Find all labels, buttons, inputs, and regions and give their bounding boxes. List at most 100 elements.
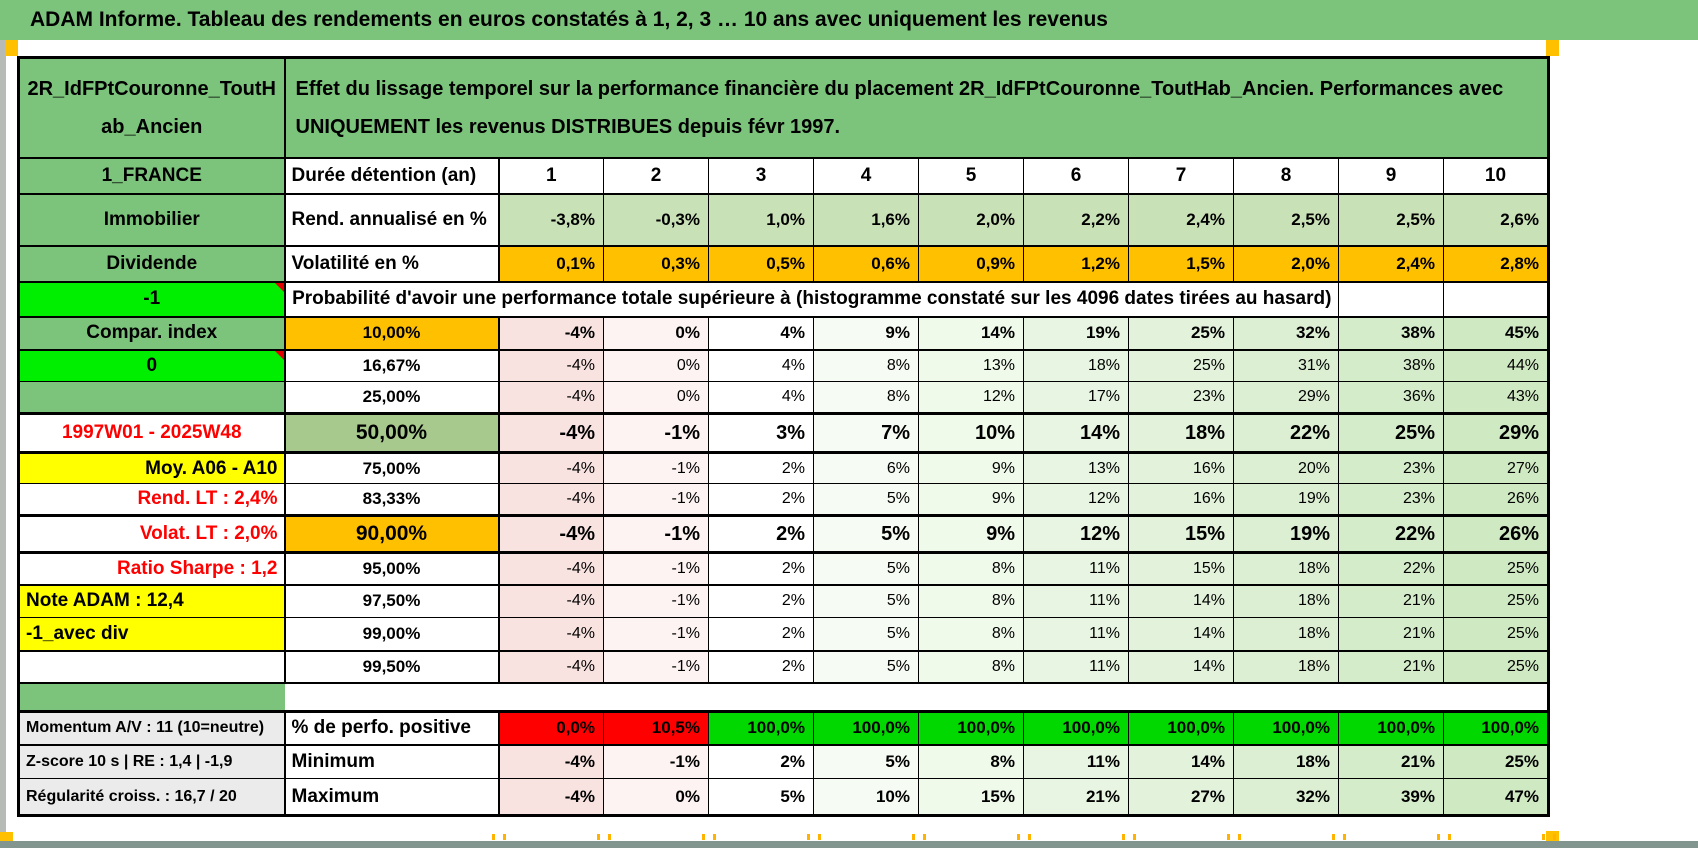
summary-value-cell[interactable]: 100,0%	[918, 710, 1024, 746]
performance-cell[interactable]: 13%	[1023, 452, 1129, 484]
performance-cell[interactable]: 10%	[918, 412, 1024, 454]
summary-value-cell[interactable]: 5%	[813, 744, 919, 779]
year-header-cell[interactable]: 1	[498, 157, 604, 195]
quantile-cell[interactable]: 97,50%	[284, 584, 500, 618]
row-label-cell[interactable]	[18, 650, 286, 684]
performance-cell[interactable]: 0%	[603, 349, 709, 382]
performance-cell[interactable]: 14%	[918, 315, 1024, 351]
performance-cell[interactable]: 32%	[1233, 315, 1339, 351]
gap-cell[interactable]	[18, 682, 285, 712]
performance-cell[interactable]: -1%	[603, 483, 709, 517]
performance-cell[interactable]: 21%	[1338, 584, 1444, 618]
performance-cell[interactable]: 9%	[918, 452, 1024, 484]
summary-value-cell[interactable]: 5%	[708, 778, 814, 816]
year-header-cell[interactable]: 4	[813, 157, 919, 195]
quantile-cell[interactable]: 50,00%	[284, 412, 500, 454]
performance-cell[interactable]: 17%	[1023, 381, 1129, 415]
summary-value-cell[interactable]: -4%	[498, 778, 604, 816]
performance-cell[interactable]: 14%	[1023, 412, 1129, 454]
performance-cell[interactable]: 0%	[603, 315, 709, 351]
probability-header-cell[interactable]: Probabilité d'avoir une performance tota…	[284, 281, 1339, 318]
annualized-return-cell[interactable]: 2,5%	[1338, 193, 1444, 246]
row-label-cell[interactable]: Rend. LT : 2,4%	[18, 483, 286, 517]
performance-cell[interactable]: 36%	[1338, 381, 1444, 415]
performance-cell[interactable]: 26%	[1443, 514, 1549, 554]
row-label-cell[interactable]: Volat. LT : 2,0%	[18, 514, 286, 554]
year-header-cell[interactable]: 7	[1128, 157, 1234, 195]
annualized-return-cell[interactable]: 2,0%	[918, 193, 1024, 246]
row-label-cell[interactable]: Dividende	[18, 244, 286, 283]
performance-cell[interactable]: -1%	[603, 650, 709, 684]
performance-cell[interactable]: 5%	[813, 650, 919, 684]
performance-cell[interactable]: 2%	[708, 584, 814, 618]
performance-cell[interactable]: 9%	[813, 315, 919, 351]
performance-cell[interactable]: 18%	[1233, 584, 1339, 618]
performance-cell[interactable]: 4%	[708, 349, 814, 382]
performance-cell[interactable]: 27%	[1443, 452, 1549, 484]
performance-cell[interactable]: 13%	[918, 349, 1024, 382]
performance-cell[interactable]: 14%	[1128, 617, 1234, 652]
performance-cell[interactable]: 2%	[708, 552, 814, 586]
performance-cell[interactable]: 12%	[1023, 483, 1129, 517]
annualized-return-cell[interactable]: 1,6%	[813, 193, 919, 246]
duration-label-cell[interactable]: Durée détention (an)	[284, 157, 500, 195]
quantile-cell[interactable]: 83,33%	[284, 483, 500, 517]
volatility-cell[interactable]: 0,6%	[813, 244, 919, 283]
row-label-cell[interactable]: 1997W01 - 2025W48	[18, 412, 286, 454]
performance-cell[interactable]: 43%	[1443, 381, 1549, 415]
performance-cell[interactable]: 38%	[1338, 315, 1444, 351]
volatility-cell[interactable]: 0,3%	[603, 244, 709, 283]
performance-cell[interactable]: 14%	[1128, 650, 1234, 684]
performance-cell[interactable]: -1%	[603, 584, 709, 618]
year-header-cell[interactable]: 9	[1338, 157, 1444, 195]
year-header-cell[interactable]: 6	[1023, 157, 1129, 195]
performance-cell[interactable]: -1%	[603, 552, 709, 586]
performance-cell[interactable]: 25%	[1128, 315, 1234, 351]
performance-cell[interactable]: 7%	[813, 412, 919, 454]
volatility-cell[interactable]: 0,1%	[498, 244, 604, 283]
summary-value-cell[interactable]: 100,0%	[708, 710, 814, 746]
performance-cell[interactable]: 21%	[1338, 650, 1444, 684]
performance-cell[interactable]: 18%	[1128, 412, 1234, 454]
performance-cell[interactable]: 8%	[813, 381, 919, 415]
description-cell[interactable]: Effet du lissage temporel sur la perform…	[284, 57, 1549, 159]
performance-cell[interactable]: 18%	[1233, 617, 1339, 652]
summary-value-cell[interactable]: 100,0%	[1443, 710, 1549, 746]
performance-cell[interactable]: 8%	[918, 552, 1024, 586]
performance-cell[interactable]: -4%	[498, 381, 604, 415]
performance-cell[interactable]: 29%	[1443, 412, 1549, 454]
performance-cell[interactable]: 26%	[1443, 483, 1549, 517]
year-header-cell[interactable]: 5	[918, 157, 1024, 195]
performance-cell[interactable]: 2%	[708, 514, 814, 554]
volatility-cell[interactable]: 0,9%	[918, 244, 1024, 283]
annualized-return-cell[interactable]: 2,2%	[1023, 193, 1129, 246]
volatility-cell[interactable]: 2,8%	[1443, 244, 1549, 283]
indicator-label-cell[interactable]: Momentum A/V : 11 (10=neutre)	[18, 710, 286, 746]
annualized-return-cell[interactable]: -0,3%	[603, 193, 709, 246]
summary-label-cell[interactable]: Maximum	[284, 778, 500, 816]
volatility-cell[interactable]: 2,4%	[1338, 244, 1444, 283]
summary-value-cell[interactable]: 100,0%	[1128, 710, 1234, 746]
summary-value-cell[interactable]: 32%	[1233, 778, 1339, 816]
performance-cell[interactable]: 25%	[1443, 617, 1549, 652]
summary-value-cell[interactable]: 100,0%	[813, 710, 919, 746]
product-name-cell[interactable]: 2R_IdFPtCouronne_ToutHab_Ancien	[18, 57, 286, 159]
performance-cell[interactable]: -4%	[498, 650, 604, 684]
performance-cell[interactable]: 5%	[813, 552, 919, 586]
performance-cell[interactable]: 20%	[1233, 452, 1339, 484]
performance-cell[interactable]: 14%	[1128, 584, 1234, 618]
performance-cell[interactable]: 25%	[1128, 349, 1234, 382]
performance-cell[interactable]: -4%	[498, 584, 604, 618]
quantile-cell[interactable]: 99,50%	[284, 650, 500, 684]
performance-cell[interactable]: 11%	[1023, 617, 1129, 652]
index-cell[interactable]: -1	[18, 281, 286, 318]
performance-cell[interactable]: 8%	[813, 349, 919, 382]
summary-label-cell[interactable]: % de perfo. positive	[284, 710, 500, 746]
performance-cell[interactable]: -4%	[498, 617, 604, 652]
indicator-label-cell[interactable]: Z-score 10 s | RE : 1,4 | -1,9	[18, 744, 286, 779]
performance-cell[interactable]: -4%	[498, 412, 604, 454]
performance-cell[interactable]: 25%	[1443, 650, 1549, 684]
annualized-return-cell[interactable]: 1,0%	[708, 193, 814, 246]
metric-label-cell[interactable]: Rend. annualisé en %	[284, 193, 500, 246]
performance-cell[interactable]: 6%	[813, 452, 919, 484]
